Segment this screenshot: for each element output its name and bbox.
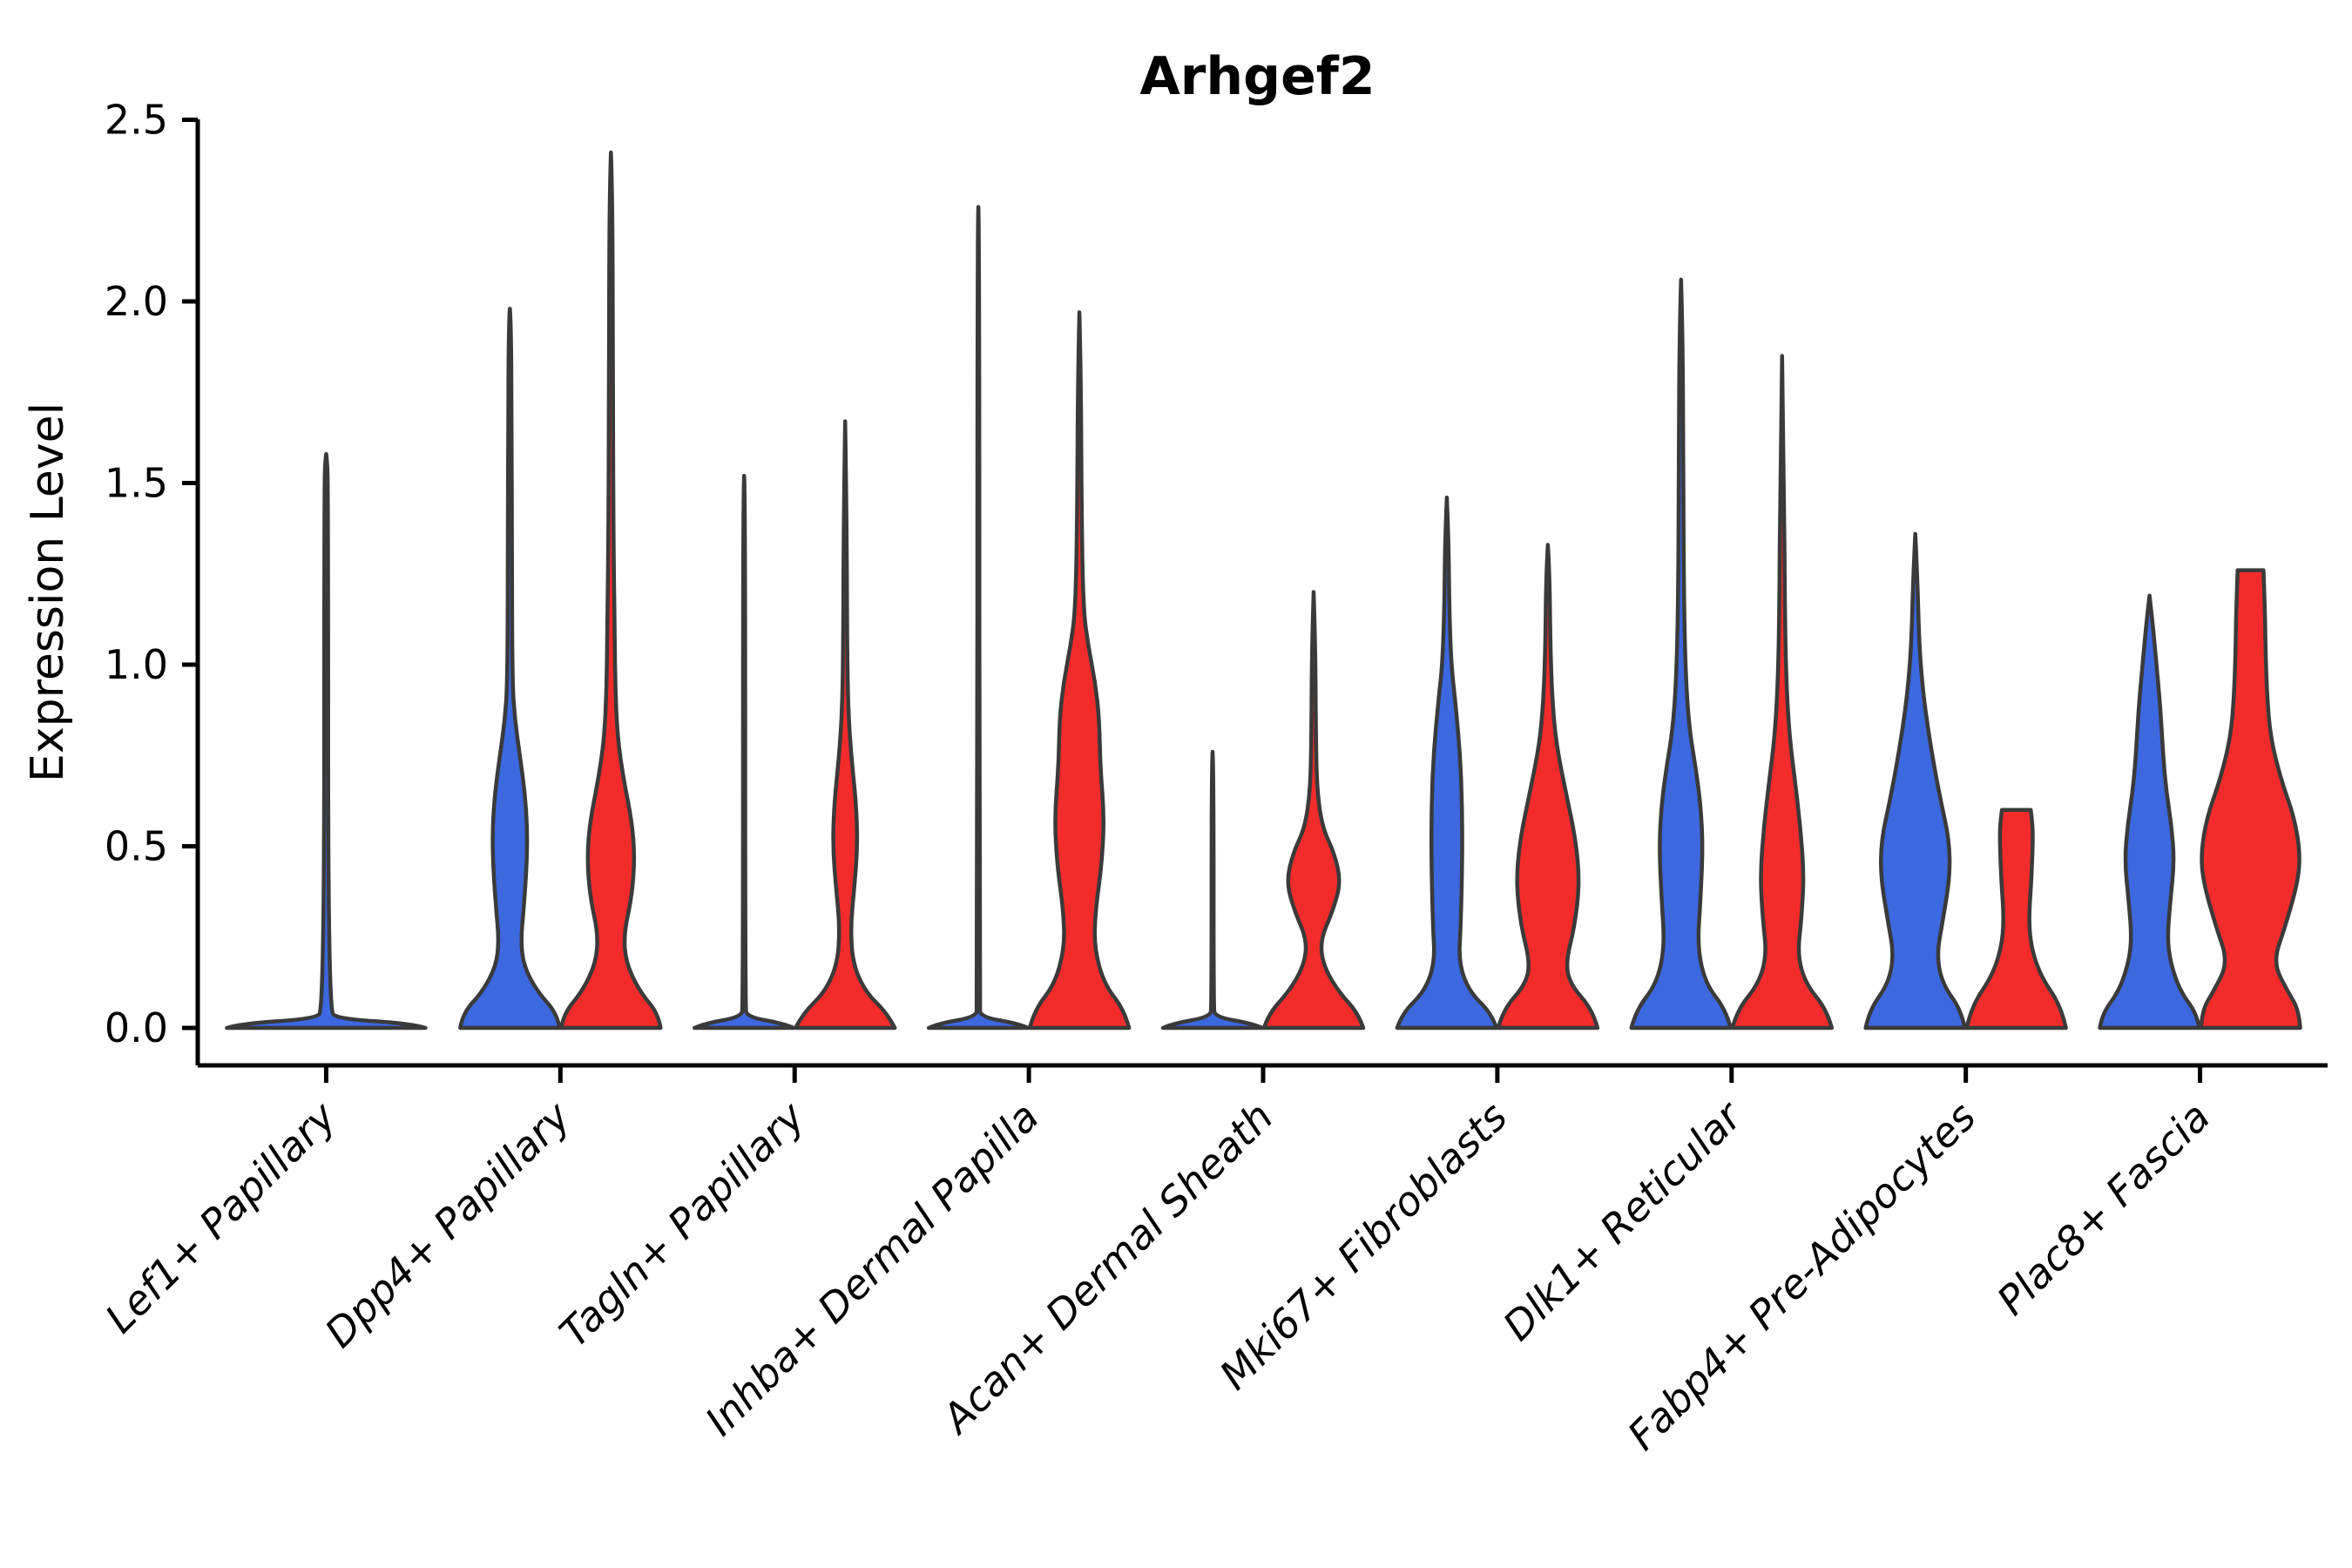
violin-blue-3: [926, 205, 1031, 1031]
y-tick-label: 0.0: [105, 1004, 168, 1051]
violin-red-7: [1964, 808, 2068, 1031]
violin-red-2: [793, 419, 897, 1031]
violin-blue-7: [1863, 531, 1967, 1031]
y-tick-label: 2.0: [105, 278, 168, 325]
violin-red-3: [1027, 310, 1132, 1031]
violin-blue-5: [1395, 495, 1499, 1031]
violin-red-4: [1261, 590, 1366, 1031]
violin-red-8: [2199, 568, 2302, 1031]
violin-red-5: [1496, 543, 1600, 1031]
violin-blue-4: [1160, 749, 1265, 1031]
y-tick-label: 1.5: [105, 460, 168, 507]
violin-blue-8: [2098, 593, 2201, 1031]
violin-red-1: [559, 150, 663, 1031]
y-tick-label: 0.5: [105, 823, 168, 870]
y-tick-label: 1.0: [105, 641, 168, 688]
violin-blue-6: [1629, 277, 1734, 1031]
violin-blue-2: [692, 473, 796, 1031]
y-tick-label: 2.5: [105, 97, 168, 144]
violin-blue-1: [458, 307, 562, 1031]
violin-single-0: [225, 451, 428, 1031]
violin-red-6: [1730, 354, 1835, 1031]
chart-title: Arhgef2: [1139, 46, 1375, 107]
y-axis-label: Expression Level: [22, 402, 74, 782]
